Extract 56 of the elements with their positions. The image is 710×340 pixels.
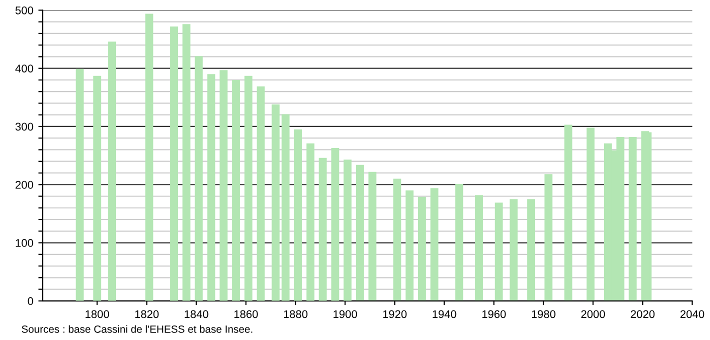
y-tick-label: 200 (16, 180, 34, 189)
x-tick-label: 1860 (234, 310, 258, 318)
bar (76, 68, 84, 301)
y-tick-label: 100 (16, 239, 34, 247)
bar (306, 143, 314, 301)
y-tick-label: 400 (15, 64, 34, 72)
bar (344, 160, 352, 301)
bar (170, 26, 178, 301)
x-tick-label: 1840 (184, 310, 208, 318)
bar (544, 174, 552, 301)
bar (182, 24, 190, 301)
bar (586, 128, 595, 301)
y-tick-label: 500 (15, 6, 34, 14)
x-tick-label: 1980 (532, 310, 556, 318)
bar (232, 80, 240, 301)
bar (244, 76, 252, 301)
bar (294, 129, 302, 301)
bar (564, 124, 572, 301)
bar (282, 114, 290, 301)
bar (628, 136, 637, 301)
y-tick-label: 300 (15, 122, 34, 131)
bar (145, 14, 154, 301)
x-tick-label: 1920 (383, 310, 407, 318)
x-tick-label: 1880 (284, 310, 308, 318)
bar (475, 195, 483, 301)
x-tick-label: 1960 (482, 310, 506, 318)
bar (194, 56, 203, 301)
bar (510, 199, 518, 301)
bar (393, 178, 402, 301)
bar (356, 164, 364, 301)
x-tick-label: 2000 (581, 310, 605, 318)
y-tick-label: 0 (28, 297, 34, 306)
x-tick-label: 1940 (432, 310, 456, 318)
x-tick-label: 2040 (680, 310, 704, 318)
x-tick-label: 1900 (334, 310, 358, 318)
bar (220, 70, 228, 301)
bar (418, 196, 426, 301)
bar (368, 172, 376, 301)
bar (331, 148, 340, 301)
bar (108, 42, 116, 301)
bar (93, 76, 102, 301)
bar (527, 199, 536, 301)
bar (494, 202, 503, 301)
bar (616, 136, 624, 301)
bar (455, 184, 464, 301)
x-tick-label: 1820 (135, 310, 159, 318)
source-note: Sources : base Cassini de l'EHESS et base Insee. (22, 325, 252, 333)
bar (430, 188, 438, 301)
bar (272, 104, 280, 301)
x-tick-label: 1800 (86, 310, 110, 318)
bar (406, 190, 414, 301)
bar (318, 158, 327, 301)
x-tick-label: 2020 (630, 310, 655, 318)
bar (641, 131, 650, 301)
bar (256, 86, 265, 301)
bar (207, 74, 216, 301)
